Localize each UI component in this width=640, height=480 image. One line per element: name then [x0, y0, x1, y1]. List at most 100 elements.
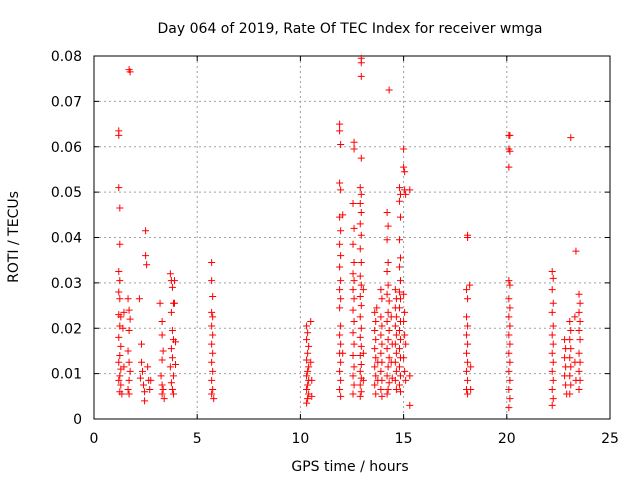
data-point: [400, 163, 408, 171]
axis-ticks: 0 5 10 15 20 25 0 0.01 0.02 0.03 0.04 0.05 0.06 0.07 0…: [51, 49, 619, 447]
data-point: [385, 297, 393, 305]
data-point: [356, 367, 364, 375]
data-point: [505, 313, 513, 321]
data-point: [339, 211, 347, 219]
data-point: [373, 304, 381, 312]
y-tick-label: 0.06: [51, 140, 82, 156]
data-point: [372, 390, 380, 398]
data-point: [402, 190, 410, 198]
data-point: [359, 349, 367, 357]
data-point: [506, 131, 514, 139]
data-point: [384, 281, 392, 289]
data-point: [391, 322, 399, 330]
data-point: [395, 381, 403, 389]
data-point: [401, 331, 409, 339]
y-tick-label: 0.02: [51, 321, 82, 337]
data-point: [548, 331, 556, 339]
data-point: [566, 390, 574, 398]
data-point: [167, 379, 175, 387]
data-point: [308, 376, 316, 384]
data-point: [337, 322, 345, 330]
data-point: [548, 349, 556, 357]
data-point: [384, 258, 392, 266]
data-point: [158, 381, 166, 389]
data-point: [377, 331, 385, 339]
data-point: [467, 363, 475, 371]
data-point: [159, 386, 167, 394]
data-point: [566, 372, 574, 380]
data-point: [395, 327, 403, 335]
data-point: [117, 313, 125, 321]
data-point: [143, 261, 151, 269]
data-point: [356, 272, 364, 280]
data-point: [385, 86, 393, 94]
data-point: [357, 324, 365, 332]
data-point: [115, 333, 123, 341]
data-point: [383, 209, 391, 217]
data-point: [137, 358, 145, 366]
data-point: [303, 336, 311, 344]
data-point: [209, 331, 217, 339]
data-point: [575, 308, 583, 316]
data-point: [548, 286, 556, 294]
data-point: [372, 372, 380, 380]
data-point: [356, 313, 364, 321]
data-point: [356, 184, 364, 192]
data-point: [397, 295, 405, 303]
data-point: [395, 345, 403, 353]
x-tick-label: 0: [90, 431, 99, 447]
data-point: [126, 68, 134, 76]
data-point: [147, 376, 155, 384]
data-point: [372, 317, 380, 325]
data-point: [159, 347, 167, 355]
data-point: [505, 295, 513, 303]
data-point: [308, 392, 316, 400]
data-point: [350, 363, 358, 371]
data-point: [209, 386, 217, 394]
data-point: [337, 277, 345, 285]
y-axis-label: ROTI / TECUs: [6, 191, 22, 283]
data-point: [116, 295, 124, 303]
data-point: [378, 340, 386, 348]
data-point: [392, 367, 400, 375]
data-point: [337, 392, 345, 400]
data-point: [549, 376, 557, 384]
data-point: [210, 395, 218, 403]
data-point: [506, 358, 514, 366]
data-point: [506, 376, 514, 384]
data-point: [464, 322, 472, 330]
data-point: [125, 327, 133, 335]
data-point: [349, 270, 357, 278]
data-point: [303, 399, 311, 407]
data-point: [139, 367, 147, 375]
data-point: [166, 270, 174, 278]
data-point: [359, 286, 367, 294]
data-point: [349, 329, 357, 337]
data-point: [549, 299, 557, 307]
data-point: [303, 372, 311, 380]
data-point: [337, 186, 345, 194]
data-point: [548, 401, 556, 409]
data-point: [549, 274, 557, 282]
data-point: [402, 376, 410, 384]
data-point: [383, 390, 391, 398]
data-point: [505, 349, 513, 357]
data-point: [406, 372, 414, 380]
data-point: [505, 367, 513, 375]
data-point: [505, 404, 513, 412]
data-point: [337, 376, 345, 384]
data-point: [506, 322, 514, 330]
data-point: [357, 154, 365, 162]
data-point: [391, 358, 399, 366]
data-point: [549, 340, 557, 348]
data-point: [336, 386, 344, 394]
data-point: [372, 336, 380, 344]
data-point: [356, 292, 364, 300]
data-point: [357, 342, 365, 350]
data-point: [125, 358, 133, 366]
data-point: [357, 281, 365, 289]
y-tick-label: 0.04: [51, 231, 82, 247]
data-point: [466, 281, 474, 289]
data-point: [167, 308, 175, 316]
data-point: [378, 392, 386, 400]
